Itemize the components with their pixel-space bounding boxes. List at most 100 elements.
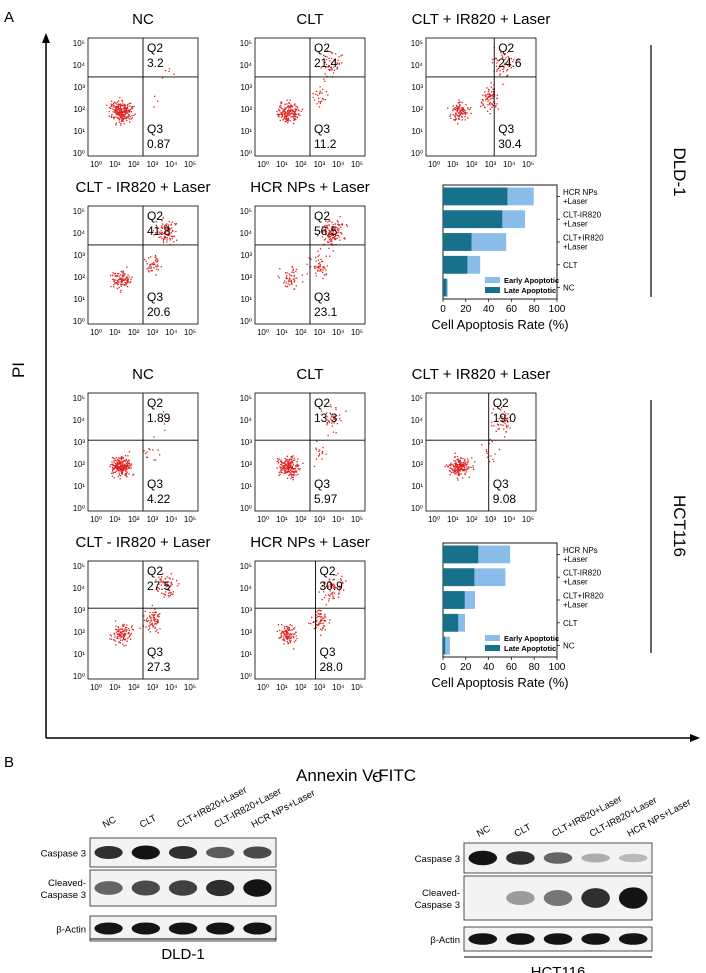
flow-dot (465, 103, 467, 106)
flow-dot (157, 620, 159, 622)
flow-dot (145, 619, 148, 621)
flow-dot (165, 591, 167, 593)
flow-dot (459, 104, 461, 106)
flow-dot (455, 470, 457, 472)
flow-dot (454, 472, 456, 475)
flow-dot (323, 625, 326, 627)
flow-dot (482, 103, 484, 105)
flow-dot (293, 274, 296, 277)
flow-dot (326, 226, 328, 228)
flow-dot (125, 111, 127, 113)
flow-dot (335, 53, 337, 55)
flow-dot (112, 468, 114, 470)
flow-dot (112, 108, 114, 110)
flow-dot (491, 97, 494, 99)
flow-dot (293, 110, 295, 113)
flow-dot (330, 418, 332, 420)
flow-dot (148, 257, 150, 259)
flow-dot (164, 578, 166, 580)
flow-dot (336, 237, 338, 239)
flow-dot (457, 471, 459, 473)
flow-dot (166, 585, 168, 587)
flow-xtick-label: 10⁰ (90, 515, 102, 524)
flow-dot (169, 237, 171, 240)
flow-dot (318, 265, 320, 267)
flow-dot (510, 67, 512, 69)
flow-dot (156, 623, 158, 625)
flow-dot (295, 465, 297, 467)
flow-dot (125, 104, 127, 107)
flow-dot (297, 114, 299, 116)
flow-dot (316, 611, 318, 613)
flow-dot (119, 283, 122, 285)
flow-dot (280, 633, 282, 635)
flow-dot (118, 108, 120, 110)
flow-dot (326, 56, 328, 58)
flow-dot (128, 110, 131, 112)
flow-dot (456, 469, 458, 471)
flow-dot (315, 260, 317, 262)
flow-dot (286, 115, 288, 117)
flow-dot (324, 581, 326, 583)
flow-xtick-label: 10⁴ (165, 515, 178, 524)
flow-dot (502, 83, 504, 85)
flow-dot (326, 49, 329, 52)
flow-dot (334, 227, 336, 229)
flow-dot (464, 469, 466, 471)
flow-dot (125, 470, 127, 472)
flow-dot (119, 634, 121, 637)
flow-ytick-label: 10⁰ (73, 672, 85, 681)
flow-dot (452, 471, 454, 473)
flow-dot (114, 272, 117, 275)
flow-dot (456, 472, 458, 474)
flow-dot (285, 120, 287, 122)
flow-dot (157, 632, 159, 634)
flow-dot (322, 627, 324, 629)
flow-dot (459, 464, 461, 466)
flow-ytick-label: 10⁴ (240, 61, 253, 70)
flow-dot (490, 421, 493, 423)
flow-dot (452, 108, 454, 110)
flow-dot (322, 447, 324, 449)
flow-dot (461, 465, 463, 467)
flow-dot (115, 464, 117, 467)
flow-dot (121, 472, 123, 475)
flow-dot (116, 287, 118, 290)
flow-dot (110, 274, 112, 277)
flow-dot (459, 465, 461, 467)
flow-dot (117, 630, 119, 632)
flow-dot (112, 463, 114, 466)
flow-dot (332, 231, 334, 233)
flow-dot (113, 102, 115, 105)
flow-dot (481, 102, 483, 104)
flow-dot (338, 56, 340, 58)
flow-dot (126, 279, 128, 281)
flow-dot (161, 237, 163, 239)
flow-dot (114, 102, 117, 104)
flow-dot (499, 70, 501, 72)
flow-dot (278, 108, 280, 110)
flow-dot (120, 464, 122, 466)
flow-dot (333, 418, 335, 420)
flow-dot (281, 631, 283, 633)
flow-dot (120, 285, 122, 287)
flow-dot (466, 112, 468, 114)
q2-label: Q2 (498, 41, 514, 55)
flow-dot (319, 453, 321, 455)
q2-label: Q2 (314, 41, 330, 55)
flow-dot (336, 62, 338, 64)
flow-dot (289, 466, 291, 468)
flow-dot (465, 469, 467, 471)
flow-dot (502, 65, 504, 67)
flow-dot (336, 234, 338, 236)
flow-dot (332, 229, 334, 231)
flow-plot-title: CLT (296, 366, 323, 383)
flow-dot (124, 473, 127, 475)
flow-dot (495, 105, 497, 107)
flow-dot (325, 274, 327, 276)
flow-dot (293, 117, 295, 119)
flow-dot (126, 280, 128, 282)
flow-dot (284, 627, 286, 630)
flow-dot (459, 101, 461, 103)
